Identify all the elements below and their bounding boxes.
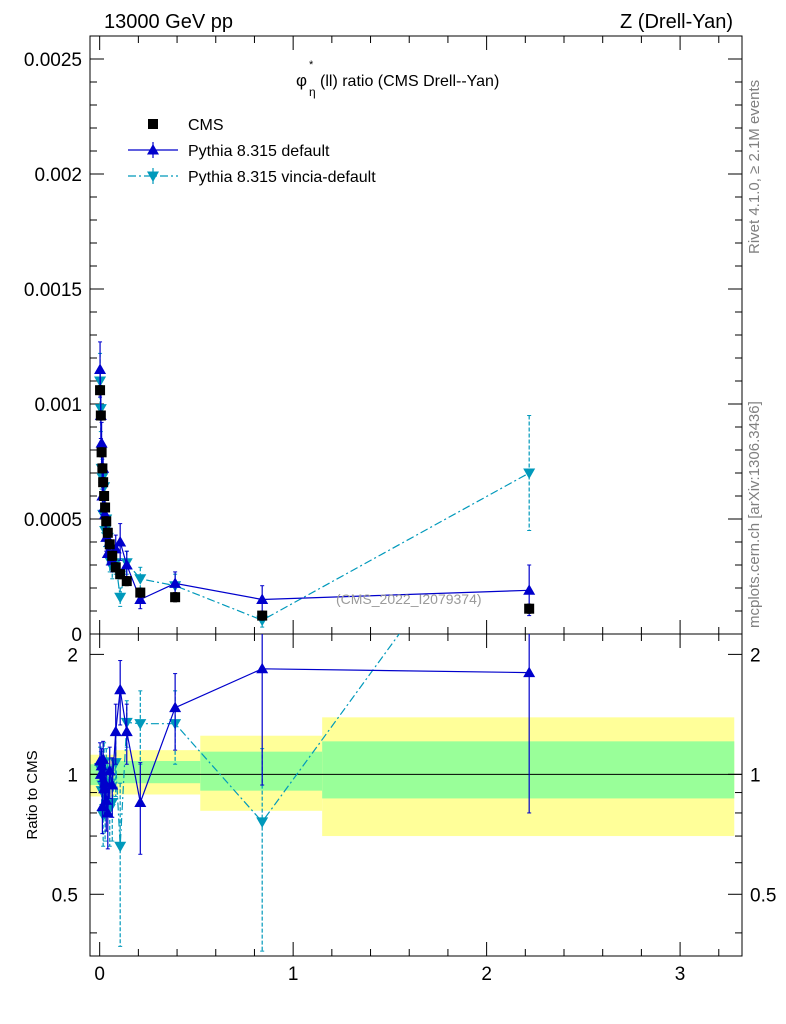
legend-marker — [147, 144, 159, 155]
cms-point — [257, 610, 268, 621]
title-rest: (ll) ratio (CMS Drell--Yan) — [320, 73, 499, 90]
ratio-default-point — [134, 796, 147, 807]
cms-point — [97, 463, 108, 474]
ratio-ytick-label: 0.5 — [52, 885, 78, 906]
band-inner-1 — [115, 761, 201, 784]
ratio-default-point — [114, 683, 127, 695]
legend-marker — [147, 171, 159, 182]
default-point — [95, 437, 108, 448]
main-ytick-label: 0.0025 — [24, 50, 82, 71]
legend-label: Pythia 8.315 default — [188, 143, 330, 160]
ratio-frame — [89, 633, 743, 957]
plot-title: φ * η (ll) ratio (CMS Drell--Yan) — [296, 59, 499, 99]
cms-point — [110, 562, 121, 573]
header-left: 13000 GeV pp — [104, 11, 233, 33]
ratio-default-point — [169, 701, 182, 713]
cms-point — [99, 491, 110, 501]
ratio-ytick-label-right: 2 — [750, 645, 761, 666]
ratio-ytick-label: 1 — [67, 765, 78, 786]
ratio-default-point — [120, 725, 133, 737]
main-ytick-label: 0.002 — [34, 165, 82, 186]
cms-point — [101, 516, 112, 527]
ratio-default-point — [98, 782, 111, 794]
vincia-point — [114, 592, 127, 604]
vincia-point — [134, 574, 147, 585]
legend-label: Pythia 8.315 vincia-default — [188, 169, 376, 186]
ratio-vincia-point — [256, 817, 269, 828]
ratio-ytick-label-right: 1 — [750, 765, 761, 786]
ratio-vincia-point — [134, 719, 147, 730]
xtick-label: 1 — [288, 964, 299, 985]
vincia-point — [523, 468, 536, 479]
xtick-label: 2 — [481, 964, 492, 985]
main-panel-series — [94, 341, 536, 628]
default-point — [114, 536, 127, 547]
ratio-panel-series — [94, 634, 536, 952]
default-point — [94, 363, 107, 374]
cms-point — [95, 410, 106, 421]
ratio-vincia-point — [114, 841, 127, 853]
ratio-default-point — [256, 662, 269, 674]
mcplots-label: mcplots.cern.ch [arXiv:1306.3436] — [746, 401, 763, 628]
ratio-ylabel: Ratio to CMS — [24, 750, 41, 839]
legend: CMS Pythia 8.315 default Pythia 8.315 vinc… — [128, 117, 376, 186]
cms-point — [98, 477, 109, 488]
legend-label: CMS — [188, 117, 224, 134]
cms-point — [115, 569, 126, 580]
ratio-default-point — [109, 725, 122, 737]
main-ytick-label: 0.0005 — [24, 510, 82, 531]
analysis-watermark: (CMS_2022_I2079374) — [336, 591, 482, 607]
ratio-default-point — [100, 794, 113, 805]
main-ytick-label: 0.0015 — [24, 280, 82, 301]
legend-marker — [148, 119, 158, 129]
xtick-label: 3 — [675, 964, 686, 985]
ratio-default-point — [523, 666, 536, 678]
cms-point — [107, 550, 118, 561]
default-point — [256, 593, 269, 604]
header-right: Z (Drell-Yan) — [620, 11, 733, 33]
cms-point — [170, 592, 181, 603]
cms-point — [104, 539, 115, 550]
band-inner-3 — [322, 741, 735, 799]
rivet-version-label: Rivet 4.1.0, ≥ 2.1M events — [746, 79, 763, 254]
cms-point — [96, 447, 107, 458]
vincia-line — [99, 380, 530, 621]
main-ytick-label: 0.001 — [34, 395, 82, 416]
title-phi: φ — [296, 71, 307, 90]
default-point — [169, 577, 182, 588]
default-line — [99, 369, 530, 601]
default-point — [523, 584, 536, 595]
band-inner-2 — [200, 751, 323, 791]
ratio-default-point — [101, 806, 114, 818]
default-point — [120, 559, 133, 570]
title-star: * — [309, 59, 314, 71]
main-ytick-label: 0 — [71, 625, 82, 646]
cms-point — [135, 587, 146, 598]
cms-point — [100, 502, 111, 513]
cms-point — [102, 527, 113, 538]
ratio-ytick-label-right: 0.5 — [750, 885, 776, 906]
ratio-default-point — [106, 779, 119, 790]
ratio-ytick-label: 2 — [67, 645, 78, 666]
title-eta: η — [309, 85, 316, 99]
default-point — [134, 593, 147, 604]
ratio-uncertainty-bands — [90, 717, 735, 837]
cms-point — [95, 385, 106, 396]
cms-point — [121, 576, 132, 587]
xtick-label: 0 — [94, 964, 105, 985]
cms-point — [524, 603, 535, 614]
